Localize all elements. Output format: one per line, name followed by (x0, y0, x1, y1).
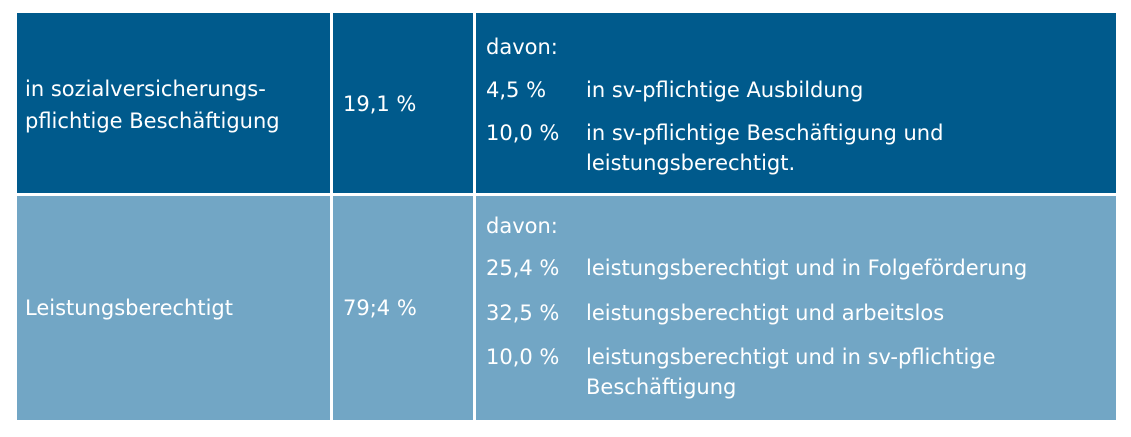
category-label: Leistungsberechtigt (25, 296, 233, 320)
breakdown-cell: davon: 25,4 % leistungsberechtigt und in… (476, 196, 1116, 420)
column-divider (330, 13, 333, 193)
share-value: 19,1 % (343, 92, 417, 116)
category-cell: Leistungsberechtigt (17, 196, 330, 420)
column-divider (330, 196, 333, 420)
breakdown-cell: davon: 4,5 % in sv-pflichtige Ausbildung… (476, 13, 1116, 193)
breakdown-percent: 32,5 % (486, 301, 560, 325)
breakdown-item: 25,4 % leistungsberechtigt und in Folgef… (486, 253, 1027, 283)
breakdown-description: leistungsberechtigt und in Folgeförderun… (586, 256, 1028, 280)
share-cell: 19,1 % (333, 13, 473, 193)
category-cell: in sozialversicherungs- pflichtige Besch… (17, 13, 330, 193)
breakdown-item: 32,5 % leistungsberechtigt und arbeitslo… (486, 298, 944, 328)
column-divider (473, 13, 476, 193)
breakdown-description-line1: leistungsberechtigt und in sv-pflichtige (586, 345, 996, 369)
davon-label: davon: (486, 35, 558, 59)
breakdown-percent: 10,0 % (486, 121, 560, 145)
breakdown-percent: 25,4 % (486, 256, 560, 280)
table-row-benefits: Leistungsberechtigt 79;4 % davon: 25,4 %… (17, 196, 1116, 420)
breakdown-item: 4,5 % in sv-pflichtige Ausbildung (486, 75, 863, 105)
breakdown-item: 10,0 % leistungsberechtigt und in sv-pfl… (486, 342, 996, 372)
breakdown-percent: 10,0 % (486, 345, 560, 369)
column-divider (473, 196, 476, 420)
table-row-employment: in sozialversicherungs- pflichtige Besch… (17, 13, 1116, 193)
breakdown-description-line1: in sv-pflichtige Beschäftigung und (586, 121, 944, 145)
breakdown-description: leistungsberechtigt und arbeitslos (586, 301, 945, 325)
share-cell: 79;4 % (333, 196, 473, 420)
category-label-line1: in sozialversicherungs- (25, 77, 266, 101)
breakdown-description-line2: Beschäftigung (586, 375, 737, 399)
davon-label: davon: (486, 214, 558, 238)
breakdown-percent: 4,5 % (486, 78, 547, 102)
share-value: 79;4 % (343, 296, 417, 320)
breakdown-description-line2: leistungsberechtigt. (586, 151, 796, 175)
breakdown-item: 10,0 % in sv-pflichtige Beschäftigung un… (486, 118, 943, 148)
results-table: in sozialversicherungs- pflichtige Besch… (17, 13, 1116, 420)
category-label-line2: pflichtige Beschäftigung (25, 109, 280, 133)
breakdown-description: in sv-pflichtige Ausbildung (586, 78, 864, 102)
